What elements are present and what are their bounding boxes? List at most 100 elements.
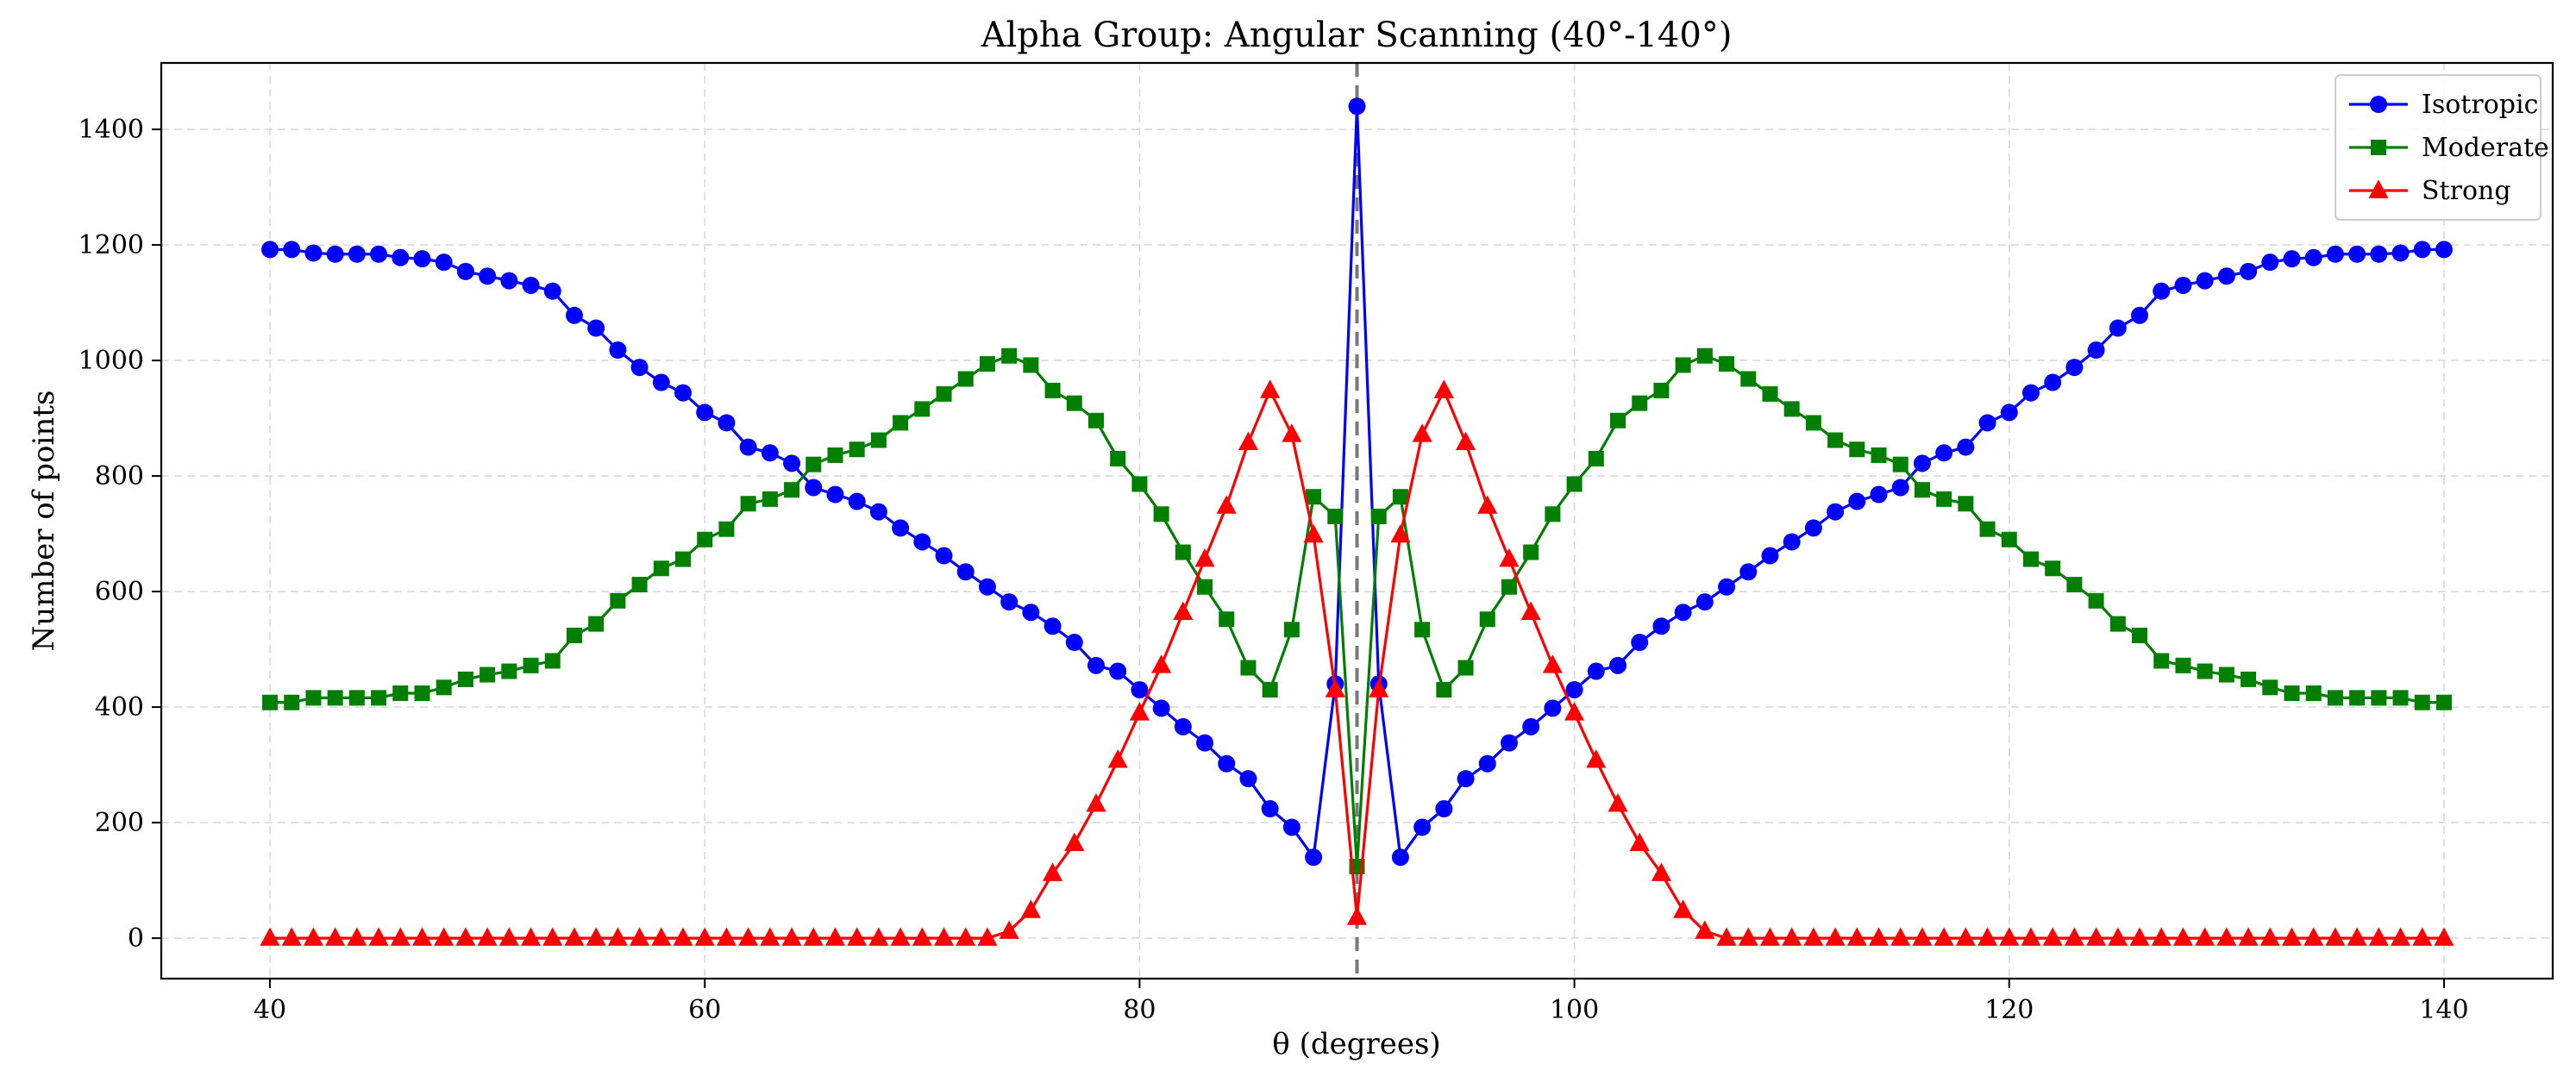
data-point xyxy=(565,306,583,324)
data-point xyxy=(740,496,756,512)
data-point xyxy=(2195,927,2216,946)
data-point xyxy=(588,616,605,632)
data-point xyxy=(2021,384,2040,402)
data-point xyxy=(2391,244,2410,262)
y-tick-label: 400 xyxy=(95,692,144,723)
data-point xyxy=(1542,654,1563,673)
data-point xyxy=(933,927,955,946)
data-point xyxy=(914,401,931,417)
data-point xyxy=(847,927,868,946)
data-point xyxy=(1110,450,1126,466)
data-point xyxy=(1153,506,1169,522)
legend-label: Isotropic xyxy=(2422,90,2538,120)
data-point xyxy=(1325,679,1345,698)
data-point xyxy=(1609,656,1627,674)
data-point xyxy=(1478,754,1496,773)
data-point xyxy=(2434,927,2454,946)
data-point xyxy=(1868,927,1890,946)
data-point xyxy=(956,563,975,581)
data-point xyxy=(325,927,346,946)
data-point xyxy=(347,927,367,946)
data-point xyxy=(1934,927,1954,946)
chart-title: Alpha Group: Angular Scanning (40°-140°) xyxy=(981,16,1733,55)
data-point xyxy=(631,577,648,593)
data-point xyxy=(2109,616,2126,632)
data-point xyxy=(718,414,736,432)
data-point xyxy=(348,245,366,263)
data-point xyxy=(1107,749,1128,768)
x-axis-title: θ (degrees) xyxy=(1272,1027,1440,1061)
data-point xyxy=(1131,680,1149,698)
data-point xyxy=(2174,276,2192,294)
data-point xyxy=(1913,454,1931,472)
data-point xyxy=(260,927,280,946)
data-point xyxy=(675,551,692,567)
data-point xyxy=(1218,754,1236,773)
data-point xyxy=(392,248,410,266)
data-point xyxy=(2370,245,2388,263)
data-point xyxy=(1890,927,1911,946)
data-point xyxy=(1499,548,1520,567)
data-point xyxy=(1718,578,1736,596)
data-point xyxy=(1087,412,1104,429)
data-point xyxy=(1977,927,1998,946)
data-point xyxy=(1306,489,1322,505)
data-point xyxy=(1391,848,1409,867)
data-point xyxy=(2413,241,2431,259)
legend-marker xyxy=(2371,140,2386,155)
data-point xyxy=(609,341,627,360)
data-point xyxy=(523,657,539,673)
data-point xyxy=(1260,379,1281,398)
data-point xyxy=(370,245,388,263)
data-point xyxy=(2172,927,2193,946)
data-point xyxy=(2042,927,2063,946)
data-point xyxy=(1610,412,1626,429)
data-point xyxy=(761,444,779,462)
data-point xyxy=(696,404,714,422)
data-point xyxy=(1044,382,1061,398)
data-point xyxy=(2153,653,2170,669)
data-point xyxy=(1520,601,1541,621)
data-point xyxy=(1044,617,1062,635)
data-point xyxy=(1457,770,1475,788)
data-point xyxy=(1262,681,1278,698)
y-tick-label: 0 xyxy=(128,923,144,954)
x-axis: 40 60 80 100 120 140 xyxy=(254,979,2469,1025)
x-tick-label: 120 xyxy=(1984,995,2034,1025)
data-point xyxy=(2390,927,2411,946)
data-point xyxy=(2435,241,2453,259)
data-point xyxy=(2197,663,2213,679)
data-point xyxy=(2281,927,2303,946)
data-point xyxy=(1759,927,1781,946)
data-point xyxy=(1674,604,1692,622)
x-tick-label: 40 xyxy=(254,995,286,1025)
data-point xyxy=(1588,450,1604,466)
data-point xyxy=(2412,927,2433,946)
data-point xyxy=(1716,927,1737,946)
data-point xyxy=(1390,523,1411,543)
data-point xyxy=(1282,818,1301,836)
data-point xyxy=(999,920,1019,939)
data-point xyxy=(1239,770,1257,788)
y-tick-label: 1200 xyxy=(78,230,144,260)
data-point xyxy=(586,927,606,946)
data-point xyxy=(2175,657,2191,673)
series-strong xyxy=(260,379,2454,946)
data-point xyxy=(2368,927,2389,946)
data-point xyxy=(327,690,343,706)
data-point xyxy=(1675,357,1691,373)
data-point xyxy=(414,685,430,702)
data-point xyxy=(2000,404,2018,422)
data-point xyxy=(1673,899,1694,918)
data-point xyxy=(1261,800,1279,818)
legend-item-strong: Strong xyxy=(2349,176,2511,206)
data-point xyxy=(1197,579,1213,595)
data-point xyxy=(1653,382,1670,398)
data-point xyxy=(2238,927,2259,946)
data-point xyxy=(673,927,693,946)
data-point xyxy=(1523,544,1539,560)
data-point xyxy=(1175,544,1191,560)
data-point xyxy=(630,927,650,946)
data-point xyxy=(1545,506,1561,522)
plot-frame xyxy=(160,61,2554,980)
